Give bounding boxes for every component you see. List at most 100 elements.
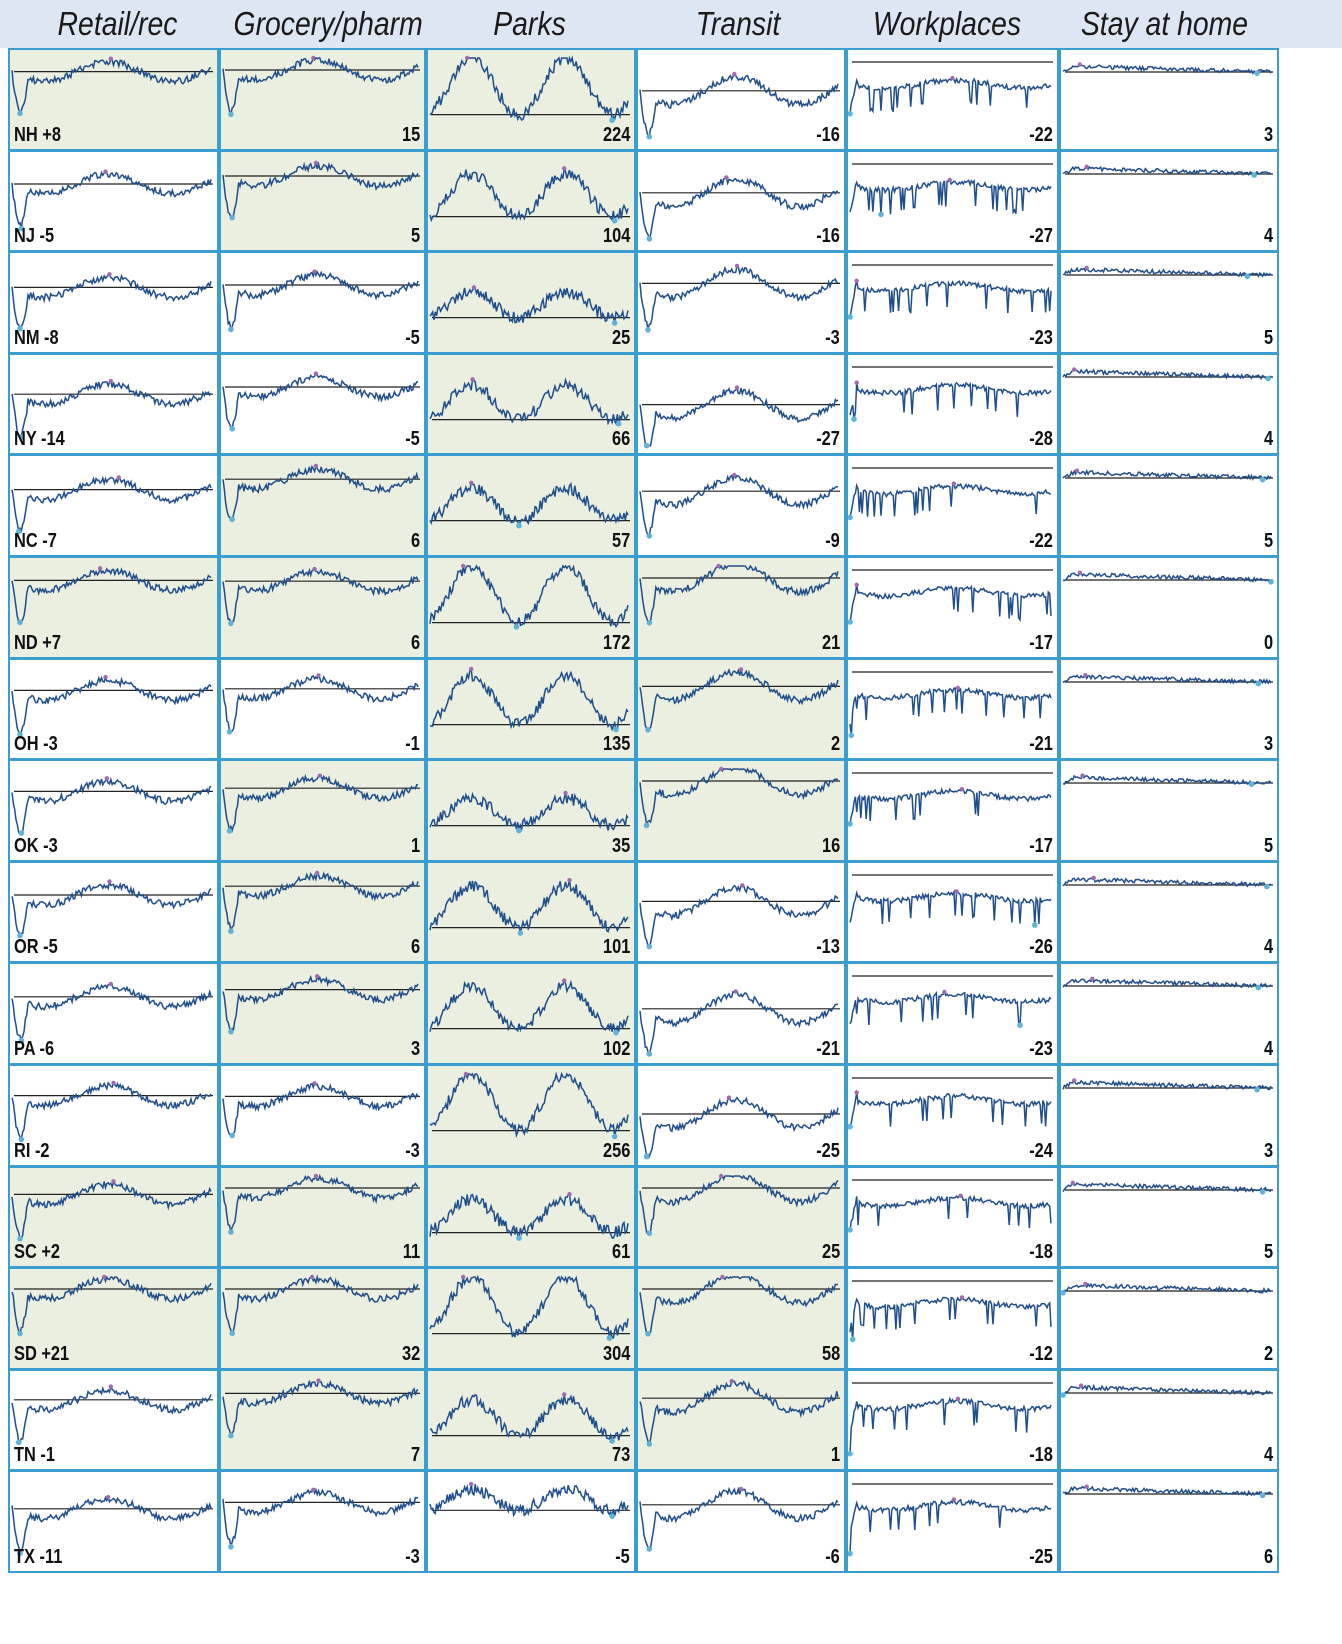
min-point-marker bbox=[17, 619, 23, 626]
sparkline bbox=[11, 1495, 213, 1557]
series-line bbox=[429, 1274, 629, 1340]
max-point-marker bbox=[1077, 62, 1082, 67]
cell-sc-transit: 25 bbox=[636, 1165, 846, 1269]
min-point-marker bbox=[848, 732, 855, 738]
max-point-marker bbox=[469, 480, 474, 486]
max-point-marker bbox=[1083, 1281, 1088, 1287]
max-point-marker bbox=[562, 978, 567, 984]
min-point-marker bbox=[228, 928, 234, 934]
column-title-retail: Retail/rec bbox=[57, 5, 178, 42]
cell-or-retail: OR -5 bbox=[8, 860, 219, 964]
state-label: ND +7 bbox=[14, 631, 61, 654]
value-label: 6 bbox=[410, 936, 420, 959]
sparkline bbox=[639, 989, 840, 1058]
min-point-marker bbox=[646, 1230, 653, 1236]
cell-oh-transit: 2 bbox=[636, 657, 846, 761]
max-point-marker bbox=[732, 71, 737, 77]
value-label: 0 bbox=[1263, 631, 1273, 654]
sparkline bbox=[429, 480, 630, 529]
max-point-marker bbox=[313, 464, 319, 469]
sparkline bbox=[222, 1173, 420, 1235]
max-point-marker bbox=[954, 889, 959, 894]
min-point-marker bbox=[848, 1123, 853, 1130]
sparkline bbox=[222, 1487, 420, 1550]
cell-nd-stay-home: 0 bbox=[1059, 556, 1279, 659]
value-label: 32 bbox=[401, 1342, 420, 1365]
state-label: NM -8 bbox=[14, 326, 59, 349]
value-label: -27 bbox=[816, 428, 840, 451]
series-line bbox=[849, 1092, 1052, 1127]
max-point-marker bbox=[951, 1497, 957, 1503]
series-line bbox=[1062, 876, 1272, 888]
max-point-marker bbox=[1084, 265, 1089, 271]
min-point-marker bbox=[646, 533, 653, 540]
max-point-marker bbox=[315, 974, 320, 979]
value-label: 6 bbox=[1263, 1545, 1273, 1568]
cell-ok-workplaces: -17 bbox=[846, 759, 1059, 862]
max-point-marker bbox=[465, 55, 470, 61]
max-point-marker bbox=[103, 674, 108, 679]
max-point-marker bbox=[1080, 773, 1085, 778]
min-point-marker bbox=[611, 320, 618, 326]
series-line bbox=[11, 379, 212, 438]
value-label: -13 bbox=[816, 936, 840, 959]
max-point-marker bbox=[732, 473, 737, 478]
cell-nj-retail: NJ -5 bbox=[8, 149, 219, 253]
cell-tx-stay-home: 6 bbox=[1059, 1470, 1279, 1573]
value-label: 73 bbox=[611, 1444, 630, 1467]
sparkline bbox=[11, 272, 213, 332]
series-line bbox=[11, 57, 212, 116]
sparkline bbox=[11, 475, 213, 535]
series-line bbox=[1062, 165, 1272, 176]
value-label: -12 bbox=[1029, 1342, 1053, 1365]
series-line bbox=[222, 159, 419, 219]
value-label: -3 bbox=[405, 1545, 420, 1568]
sparkline bbox=[848, 467, 1053, 521]
min-point-marker bbox=[615, 420, 622, 427]
cell-pa-grocery: 3 bbox=[219, 962, 426, 1065]
max-point-marker bbox=[1084, 164, 1089, 169]
min-point-marker bbox=[849, 1336, 856, 1343]
cell-nj-grocery: 5 bbox=[219, 149, 426, 253]
min-point-marker bbox=[18, 1136, 25, 1143]
value-label: 1 bbox=[830, 1444, 840, 1467]
value-label: 2 bbox=[830, 733, 840, 756]
sparkline bbox=[429, 55, 630, 123]
min-point-marker bbox=[1032, 922, 1038, 928]
max-point-marker bbox=[854, 380, 859, 385]
min-point-marker bbox=[516, 523, 522, 529]
sparkline bbox=[222, 55, 420, 118]
sparkline bbox=[639, 766, 840, 829]
min-point-marker bbox=[851, 416, 857, 422]
column-title-parks: Parks bbox=[493, 5, 566, 42]
cell-nd-transit: 21 bbox=[636, 556, 846, 659]
sparkline bbox=[639, 1274, 840, 1337]
series-line bbox=[11, 170, 212, 229]
min-point-marker bbox=[1268, 579, 1274, 585]
sparkline bbox=[639, 666, 840, 733]
cell-oh-workplaces: -21 bbox=[846, 657, 1059, 761]
min-point-marker bbox=[646, 1440, 653, 1447]
cell-nh-stay-home: 3 bbox=[1059, 48, 1279, 151]
value-label: 15 bbox=[401, 123, 420, 146]
max-point-marker bbox=[716, 563, 721, 569]
max-point-marker bbox=[729, 1378, 734, 1384]
sparkline bbox=[429, 1392, 630, 1444]
series-line bbox=[222, 673, 419, 733]
sparkline bbox=[429, 790, 630, 834]
sparkline bbox=[222, 1378, 420, 1439]
series-line bbox=[11, 273, 212, 331]
column-title-grocery: Grocery/pharm bbox=[233, 5, 423, 42]
min-point-marker bbox=[226, 728, 233, 735]
cell-ri-parks: 256 bbox=[426, 1064, 636, 1167]
cell-ny-retail: NY -14 bbox=[8, 352, 219, 456]
sparkline bbox=[1062, 62, 1273, 76]
series-line bbox=[429, 481, 629, 529]
sparkline bbox=[639, 174, 840, 242]
series-line bbox=[222, 1378, 419, 1438]
cell-ri-stay-home: 3 bbox=[1059, 1064, 1279, 1167]
max-point-marker bbox=[950, 75, 955, 81]
cell-ny-grocery: -5 bbox=[219, 352, 426, 456]
min-point-marker bbox=[229, 1132, 235, 1139]
min-point-marker bbox=[1254, 70, 1260, 76]
